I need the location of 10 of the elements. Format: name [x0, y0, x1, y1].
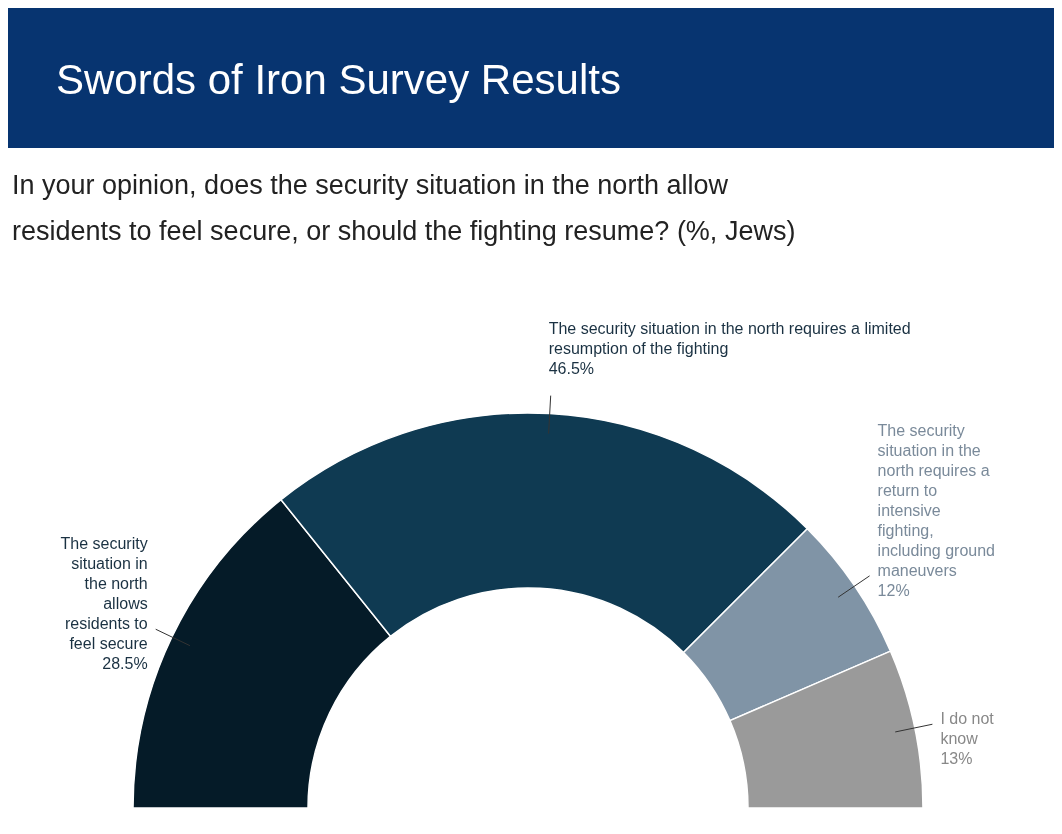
- chart-title: Swords of Iron Survey Results: [56, 56, 621, 103]
- slice-label: The security situation in the north requires a return to intensive fighting, including ground maneuvers: [877, 421, 996, 579]
- data-label: 12%: [877, 581, 910, 599]
- chart-subtitle: In your opinion, does the security situation in the north allow residents to feel secure, or should the fighting resume? (%, Jews): [12, 170, 796, 246]
- data-label: 13%: [940, 750, 973, 768]
- data-label: 28.5%: [102, 655, 148, 673]
- slice-label: The security situation in the north allows residents to feel secure: [60, 535, 148, 653]
- slice-label: The security situation in the north requires a limited resumption of the fighting: [548, 319, 911, 357]
- slice-label: I do not know: [940, 710, 995, 748]
- data-label: 46.5%: [548, 359, 595, 377]
